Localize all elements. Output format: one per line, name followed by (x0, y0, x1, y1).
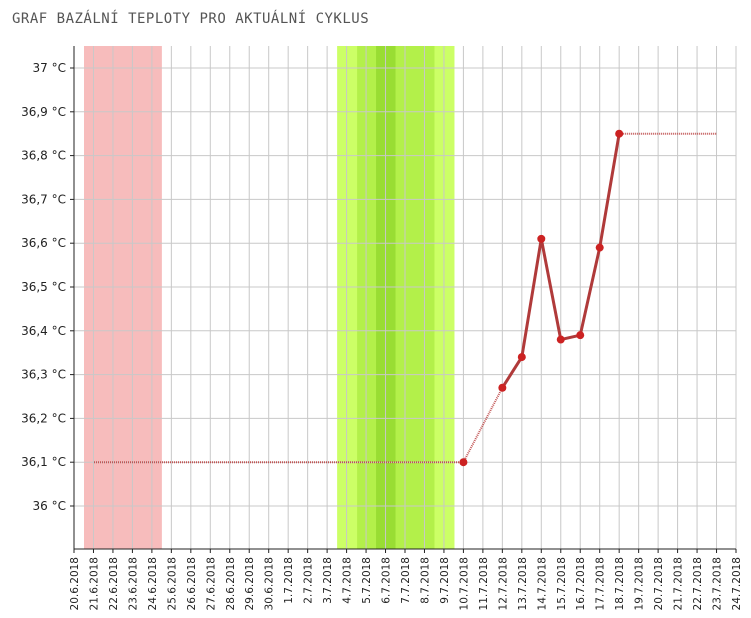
x-tick-label: 24.7.2018 (731, 557, 743, 610)
temperature-point (459, 458, 468, 467)
x-tick-label: 18.7.2018 (614, 557, 626, 610)
x-tick-label: 23.6.2018 (127, 557, 139, 610)
y-tick-label: 36,2 °C (21, 411, 66, 425)
y-tick-label: 37 °C (33, 61, 66, 75)
temperature-point (556, 335, 565, 344)
grid-lines (73, 46, 737, 549)
x-tick-label: 23.7.2018 (712, 557, 724, 610)
y-tick-label: 36,3 °C (21, 368, 66, 382)
chart-title: GRAF BAZÁLNÍ TEPLOTY PRO AKTUÁLNÍ CYKLUS (12, 11, 370, 27)
interpolated-dotted-line (462, 387, 504, 463)
x-tick-label: 24.6.2018 (147, 557, 159, 610)
y-tick-label: 36,9 °C (21, 105, 66, 119)
x-tick-label: 7.7.2018 (400, 557, 412, 604)
x-tick-label: 21.7.2018 (673, 557, 685, 610)
temperature-point (615, 129, 624, 138)
y-tick-label: 36,8 °C (21, 149, 66, 163)
x-tick-label: 19.7.2018 (634, 557, 646, 610)
x-tick-label: 9.7.2018 (439, 557, 451, 604)
temperature-point (498, 383, 507, 392)
y-tick-label: 36 °C (33, 499, 66, 513)
x-tick-label: 16.7.2018 (575, 557, 587, 610)
x-tick-label: 27.6.2018 (205, 557, 217, 610)
x-tick-label: 28.6.2018 (225, 557, 237, 610)
x-tick-label: 26.6.2018 (186, 557, 198, 610)
x-tick-label: 12.7.2018 (497, 557, 509, 610)
x-tick-label: 17.7.2018 (595, 557, 607, 610)
x-tick-label: 11.7.2018 (478, 557, 490, 610)
y-axis-labels: 36 °C 36,1 °C 36,2 °C 36,3 °C 36,4 °C 36,5 °C… (21, 61, 74, 513)
x-tick-label: 3.7.2018 (322, 557, 334, 604)
temperature-series (459, 129, 624, 467)
x-tick-label: 21.6.2018 (88, 557, 100, 610)
period-band (84, 46, 162, 549)
x-tick-label: 8.7.2018 (419, 557, 431, 604)
x-tick-label: 10.7.2018 (458, 557, 470, 610)
temperature-point (576, 331, 585, 340)
y-tick-label: 36,4 °C (21, 324, 66, 338)
x-tick-label: 30.6.2018 (264, 557, 276, 610)
y-tick-label: 36,7 °C (21, 192, 66, 206)
y-tick-label: 36,5 °C (21, 280, 66, 294)
x-tick-label: 29.6.2018 (244, 557, 256, 610)
temperature-point (595, 243, 604, 252)
fertile-band-inner (357, 46, 435, 549)
x-tick-label: 20.6.2018 (69, 557, 81, 610)
y-tick-label: 36,1 °C (21, 455, 66, 469)
x-tick-label: 15.7.2018 (556, 557, 568, 610)
x-tick-label: 4.7.2018 (342, 557, 354, 604)
x-tick-label: 22.6.2018 (108, 557, 120, 610)
x-tick-label: 25.6.2018 (166, 557, 178, 610)
y-tick-label: 36,6 °C (21, 236, 66, 250)
x-tick-label: 5.7.2018 (361, 557, 373, 604)
x-tick-label: 1.7.2018 (283, 557, 295, 604)
cycle-bands (84, 46, 455, 549)
temperature-point (537, 234, 546, 243)
dotted-lines (94, 132, 717, 464)
x-tick-label: 22.7.2018 (692, 557, 704, 610)
x-tick-label: 2.7.2018 (303, 557, 315, 604)
temperature-point (517, 353, 526, 362)
x-tick-label: 14.7.2018 (536, 557, 548, 610)
x-tick-label: 6.7.2018 (381, 557, 393, 604)
x-tick-label: 13.7.2018 (517, 557, 529, 610)
x-tick-label: 20.7.2018 (653, 557, 665, 610)
x-axis-labels: 20.6.2018 21.6.2018 22.6.2018 23.6.2018 24.6… (69, 549, 743, 610)
